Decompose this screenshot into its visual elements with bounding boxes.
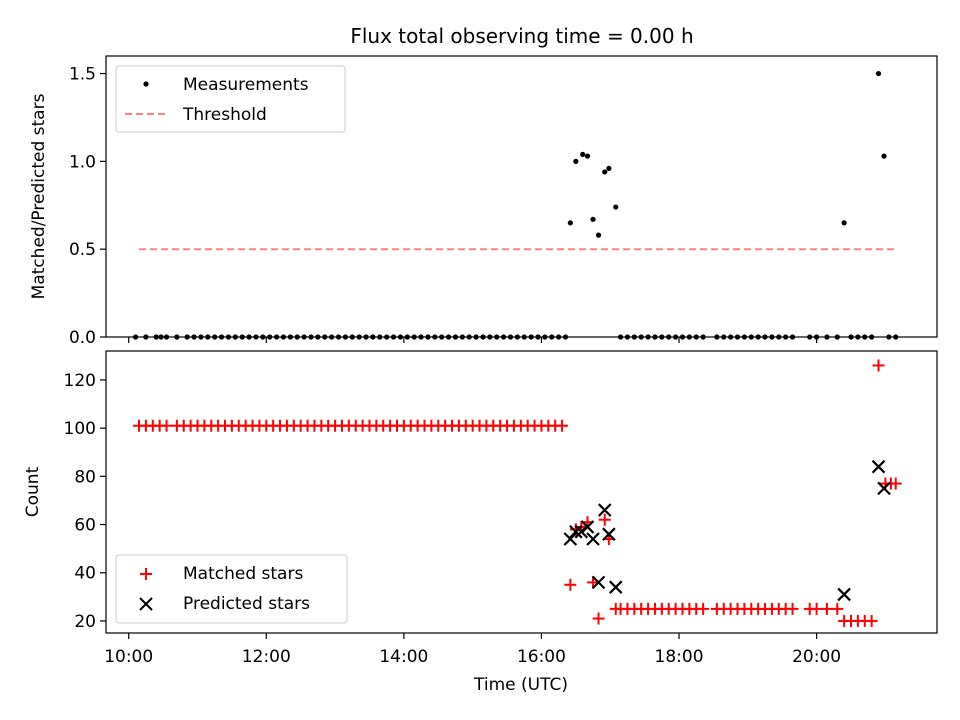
measurement-point [580,151,586,157]
predicted-star-point [602,527,616,541]
matched-star-point [592,612,605,625]
matched-star-point [598,513,611,526]
matched-star-point [810,602,823,615]
measurement-point [595,232,602,238]
y-tick-label: 1.0 [69,152,96,172]
predicted-star-point [877,481,891,496]
matched-star-point [160,419,173,432]
legend-threshold-label: Threshold [182,105,267,125]
bottom-legend: Matched stars Predicted stars [115,554,348,624]
measurement-point [590,216,596,222]
predicted-star-point [608,580,623,594]
matched-star-point [831,602,844,615]
x-tick-label: 14:00 [379,647,428,667]
predicted-star-point [563,532,578,546]
x-tick-label: 20:00 [792,647,841,667]
y-tick-label: 100 [64,419,96,439]
matched-star-point [889,477,902,490]
legend-predicted-marker [139,597,153,611]
measurement-point [841,220,847,226]
chart-title: Flux total observing time = 0.00 h [350,24,693,48]
bottom-y-ticks: 20 40 60 80 100 120 [64,371,106,632]
x-tick-label: 10:00 [104,647,153,667]
top-legend-box [115,65,346,133]
measurement-point [606,165,612,171]
matched-star-point [872,359,885,372]
top-legend: Measurements Threshold [115,65,346,133]
bottom-x-ticks: 10:00 12:00 14:00 16:00 18:00 20:00 [104,633,841,667]
legend-matched-label: Matched stars [183,564,303,584]
y-tick-label: 40 [74,564,96,584]
panel-flux-ratio: 0.0 0.5 1.0 1.5 Matched/Predicted stars Mea… [29,55,938,348]
measurement-point [881,153,887,159]
bottom-marks [133,359,902,627]
y-tick-label: 0.5 [69,240,96,260]
matched-star-point [564,578,577,591]
predicted-star-point [871,459,886,474]
predicted-star-point [591,575,606,590]
top-plot-frame [105,55,938,338]
top-y-ticks: 0.0 0.5 1.0 1.5 [69,65,106,348]
predicted-star-point [837,587,851,602]
legend-measurements-label: Measurements [183,75,309,95]
x-axis-label: Time (UTC) [473,675,568,695]
top-x-ticks [128,337,818,343]
x-tick-label: 16:00 [517,647,566,667]
measurement-point [573,158,579,164]
measurement-point [584,153,591,159]
matched-star-point [865,614,878,627]
top-y-axis-label: Matched/Predicted stars [29,93,49,299]
bottom-y-axis-label: Count [23,466,43,517]
predicted-star-point [586,532,600,546]
panel-star-counts: 20 40 60 80 100 120 10:00 12:00 14:00 16:00 18:00… [23,350,938,695]
legend-measurements-marker [143,81,149,87]
predicted-star-point [569,524,583,539]
y-tick-label: 0.0 [69,328,96,348]
matched-star-point [556,419,569,432]
bottom-plot-frame [105,350,938,634]
x-tick-label: 18:00 [655,647,704,667]
measurement-point [567,220,573,226]
measurement-point [602,169,608,175]
y-tick-label: 1.5 [69,65,96,85]
matched-star-point [820,602,833,615]
y-tick-label: 20 [74,612,96,632]
matched-star-point [786,602,799,615]
bottom-legend-box [115,554,348,624]
predicted-star-point [597,503,612,517]
measurement-point [613,204,619,210]
measurement-point [875,70,882,77]
y-tick-label: 80 [74,467,96,487]
legend-matched-marker [140,568,152,580]
matched-star-point [697,602,710,615]
predicted-star-point [580,520,595,534]
y-tick-label: 60 [74,516,96,536]
y-tick-label: 120 [64,371,96,391]
legend-predicted-label: Predicted stars [183,594,310,614]
x-tick-label: 12:00 [242,647,291,667]
